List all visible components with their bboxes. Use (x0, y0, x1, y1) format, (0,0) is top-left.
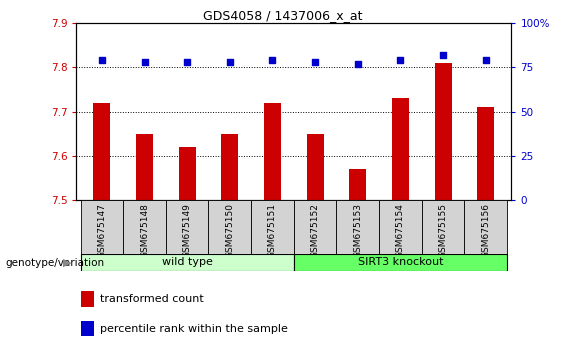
Bar (81, 254, 294, 271)
Text: transformed count: transformed count (100, 294, 204, 304)
Bar (379, 200, 421, 255)
Bar (81, 200, 123, 255)
Text: wild type: wild type (162, 257, 212, 267)
Point (225, 59, 234, 65)
Bar (349, 169, 366, 200)
Text: GSM675155: GSM675155 (438, 203, 447, 258)
Point (481, 57, 490, 63)
Bar (136, 133, 153, 200)
Bar (294, 200, 336, 255)
Bar (179, 147, 195, 200)
Bar (93, 103, 110, 200)
Point (311, 59, 320, 65)
Bar (81, 321, 94, 336)
Point (97, 57, 106, 63)
Text: GSM675152: GSM675152 (311, 203, 320, 258)
Text: GSM675148: GSM675148 (140, 203, 149, 258)
Bar (392, 98, 409, 200)
Bar (336, 200, 379, 255)
Point (353, 61, 362, 67)
Point (268, 57, 277, 63)
Text: GSM675149: GSM675149 (182, 203, 192, 258)
Bar (123, 200, 166, 255)
Bar (294, 254, 507, 271)
Bar (208, 200, 251, 255)
Bar (251, 200, 294, 255)
Text: GSM675150: GSM675150 (225, 203, 234, 258)
Bar (307, 133, 324, 200)
Bar (464, 200, 507, 255)
Text: GSM675151: GSM675151 (268, 203, 277, 258)
Text: GSM675156: GSM675156 (481, 203, 490, 258)
Text: genotype/variation: genotype/variation (6, 258, 105, 268)
Point (438, 52, 447, 58)
Text: GDS4058 / 1437006_x_at: GDS4058 / 1437006_x_at (203, 9, 362, 22)
Bar (434, 63, 451, 200)
Bar (421, 200, 464, 255)
Bar (221, 133, 238, 200)
Text: SIRT3 knockout: SIRT3 knockout (358, 257, 443, 267)
Bar (81, 291, 94, 307)
Text: GSM675153: GSM675153 (353, 203, 362, 258)
Point (182, 59, 192, 65)
Text: GSM675147: GSM675147 (97, 203, 106, 258)
Point (140, 59, 149, 65)
Text: GSM675154: GSM675154 (396, 203, 405, 258)
Bar (264, 103, 281, 200)
Bar (477, 107, 494, 200)
Text: percentile rank within the sample: percentile rank within the sample (100, 324, 288, 333)
Point (396, 57, 405, 63)
Bar (166, 200, 208, 255)
Text: ▶: ▶ (63, 258, 71, 268)
